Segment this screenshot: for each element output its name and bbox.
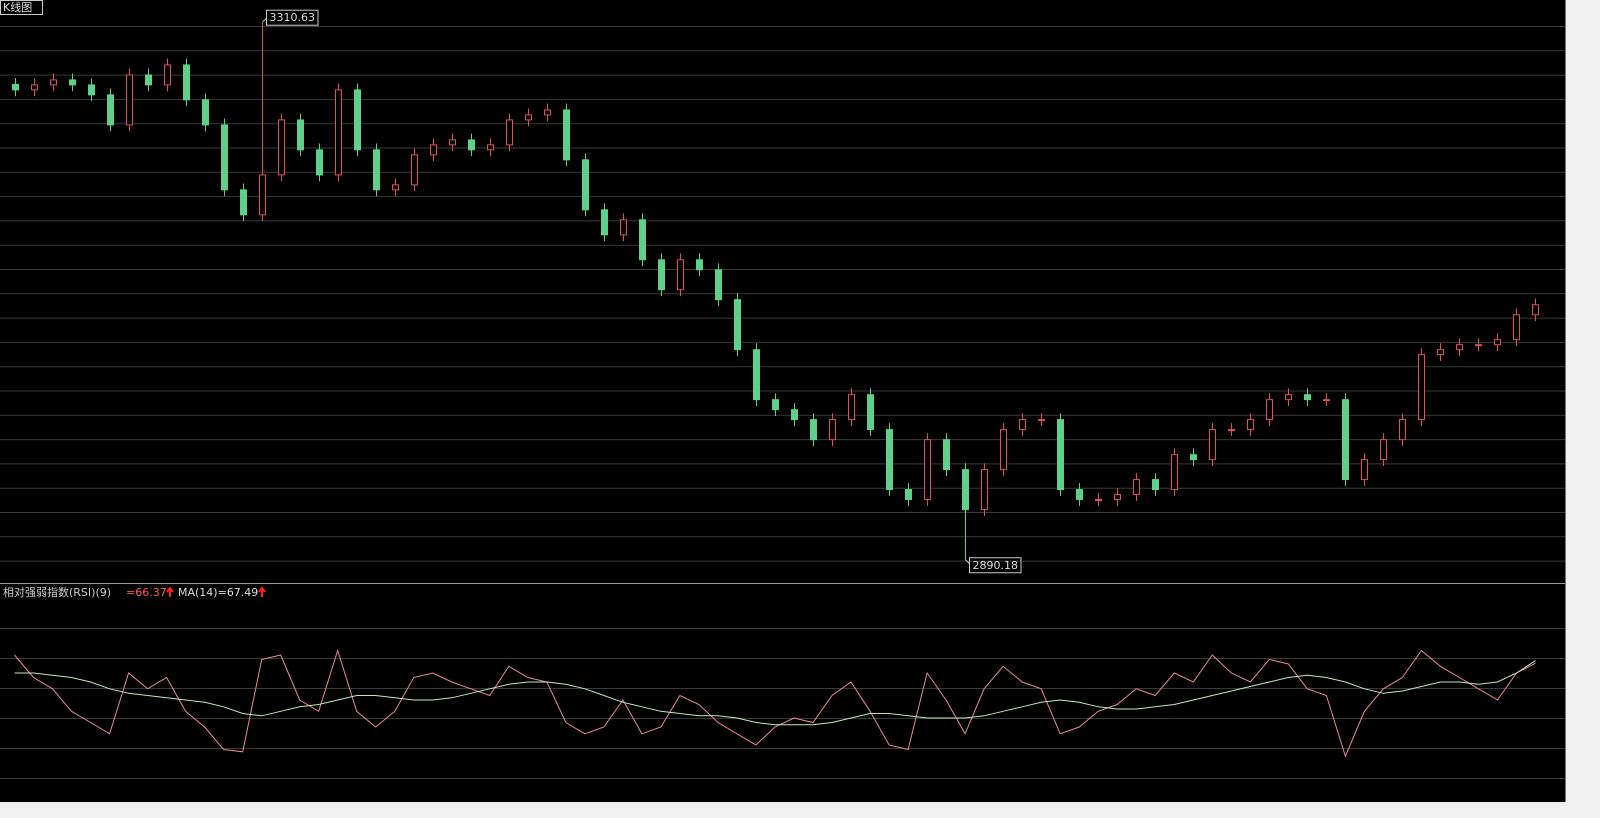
candle-body	[658, 259, 665, 291]
candle-body	[487, 144, 494, 151]
candle-body	[335, 89, 342, 176]
candle-body	[1019, 419, 1026, 431]
candle-body	[601, 209, 608, 236]
background	[0, 0, 1566, 802]
candle-body	[1247, 419, 1254, 431]
indicator-title: 相对强弱指数(RSI)(9)	[3, 585, 111, 599]
candle-body	[962, 469, 969, 511]
candle-body	[1418, 354, 1425, 421]
indicator-line	[14, 648, 1536, 758]
candle-body	[734, 299, 741, 351]
annotation-box	[266, 9, 319, 26]
candle-body	[1152, 479, 1159, 491]
candle-body	[430, 144, 437, 156]
annotation-label: 3310.63	[270, 11, 316, 24]
candle-body	[563, 109, 570, 161]
candle-body	[392, 184, 399, 191]
candle-body	[126, 74, 133, 126]
candle-body	[50, 79, 57, 86]
up-arrow-icon	[258, 586, 266, 597]
candle-body	[297, 119, 304, 151]
candle-body	[1133, 479, 1140, 496]
candle-body	[753, 349, 760, 401]
up-arrow-icon	[166, 586, 174, 597]
candle-body	[1095, 499, 1102, 502]
candle-body	[715, 269, 722, 301]
candle-body	[639, 219, 646, 261]
chart-title: K线图	[3, 0, 32, 14]
candle-body	[1114, 494, 1121, 501]
candle-body	[1361, 459, 1368, 481]
candle-body	[1209, 429, 1216, 461]
candle-body	[1380, 439, 1387, 461]
title-box	[0, 0, 43, 15]
candle-body	[924, 439, 931, 501]
candle-body	[354, 89, 361, 151]
candle-body	[1513, 314, 1520, 341]
candle-body	[1076, 489, 1083, 501]
candle-body	[848, 394, 855, 421]
candle-body	[981, 469, 988, 511]
candle-body	[696, 259, 703, 271]
candle-body	[810, 419, 817, 441]
candle-body	[905, 489, 912, 501]
candle-body	[1228, 429, 1235, 432]
candle-body	[1494, 339, 1501, 346]
candle-body	[1437, 349, 1444, 356]
candle-body	[582, 159, 589, 211]
annotation-label: 2890.18	[973, 559, 1019, 572]
candle-body	[525, 114, 532, 121]
candle-body	[1532, 304, 1539, 316]
candle-body	[164, 64, 171, 86]
candle-body	[829, 419, 836, 441]
candle-body	[31, 84, 38, 91]
candle-body	[69, 79, 76, 86]
candle-body	[1304, 394, 1311, 401]
candle-body	[259, 174, 266, 216]
candle-body	[1342, 399, 1349, 481]
candle-body	[1057, 419, 1064, 491]
candle-body	[12, 83, 19, 91]
annotation-box	[969, 557, 1022, 574]
candle-body	[867, 394, 874, 431]
candle-body	[1456, 344, 1463, 351]
candle-body	[1038, 419, 1045, 422]
candle-body	[221, 124, 228, 191]
candle-body	[943, 439, 950, 471]
candle-body	[1285, 394, 1292, 401]
candle-body	[202, 99, 209, 126]
candle-body	[316, 149, 323, 176]
candle-body	[1399, 419, 1406, 441]
candle-body	[544, 109, 551, 116]
indicator-line	[14, 660, 1536, 726]
indicator-ma: MA(14)=67.49	[178, 586, 258, 599]
candle-body	[145, 74, 152, 86]
candle-body	[506, 119, 513, 146]
candle-body	[183, 64, 190, 101]
candle-body	[791, 409, 798, 421]
candle-body	[1000, 429, 1007, 471]
candle-body	[240, 189, 247, 216]
candle-body	[88, 84, 95, 96]
annotation-leader	[965, 559, 970, 565]
candle-body	[620, 219, 627, 236]
candle-body	[107, 94, 114, 126]
annotation-leader	[262, 17, 267, 23]
candle-body	[677, 259, 684, 291]
candle-body	[772, 399, 779, 411]
candle-body	[1475, 344, 1482, 347]
candle-body	[1190, 454, 1197, 461]
candle-body	[1323, 399, 1330, 402]
candle-body	[886, 429, 893, 491]
candle-body	[449, 139, 456, 146]
candle-body	[468, 139, 475, 151]
candle-body	[1171, 454, 1178, 491]
candle-body	[1266, 399, 1273, 421]
candle-body	[278, 119, 285, 176]
indicator-value: =66.37	[126, 586, 167, 599]
candle-body	[373, 149, 380, 191]
candle-body	[411, 154, 418, 186]
